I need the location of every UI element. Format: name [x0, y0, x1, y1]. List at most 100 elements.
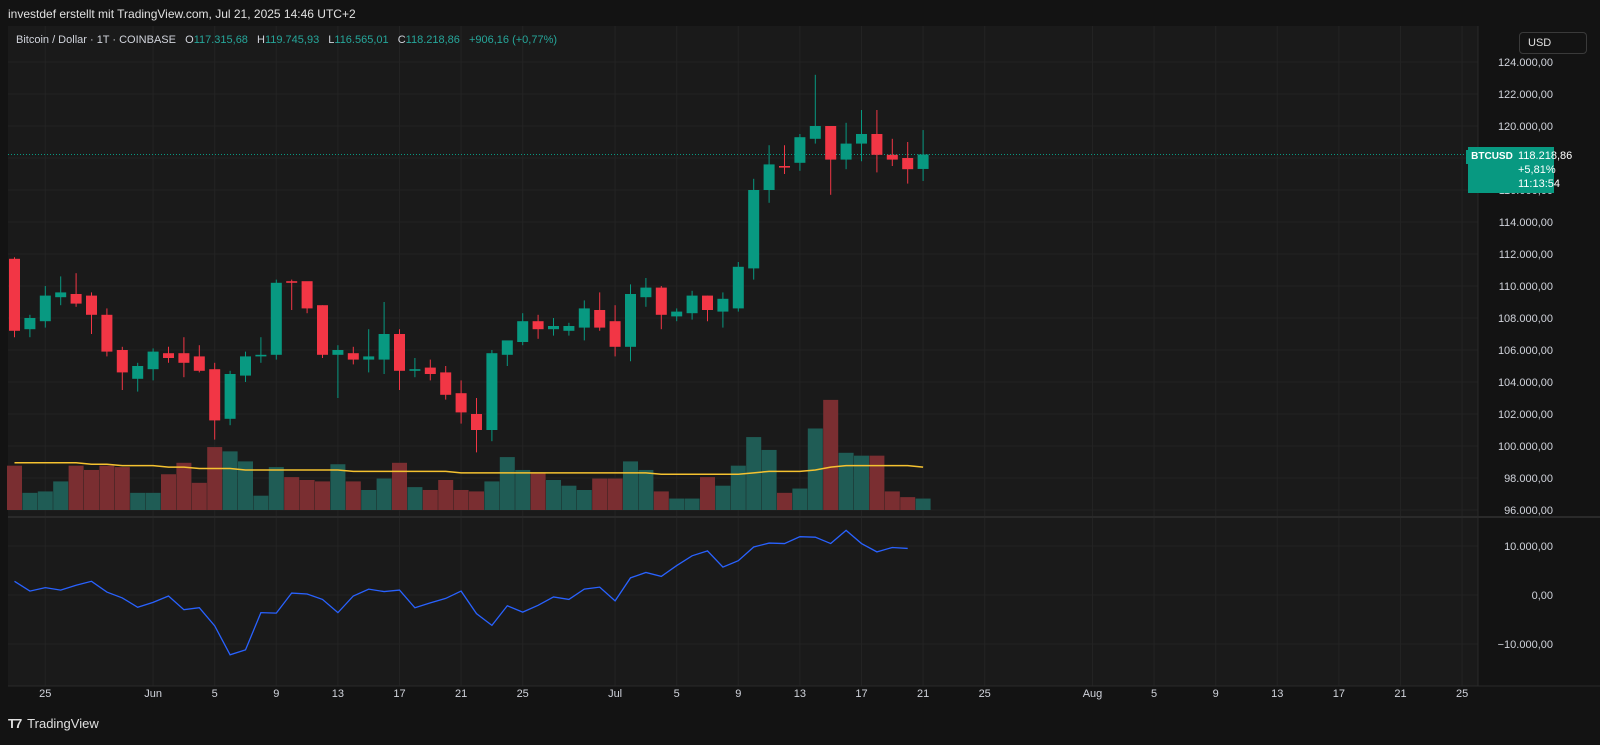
- candle-body: [609, 321, 621, 347]
- volume-bar: [438, 479, 454, 510]
- time-tick-label: 25: [39, 688, 51, 700]
- time-tick-label: 9: [273, 688, 279, 700]
- candle-body: [640, 287, 652, 298]
- candle-body: [655, 287, 667, 315]
- volume-bar: [376, 478, 392, 510]
- candle-body: [255, 354, 267, 357]
- volume-bar: [299, 479, 315, 510]
- time-tick-label: 5: [212, 688, 218, 700]
- volume-bar: [315, 481, 330, 510]
- time-tick-label: Jul: [608, 688, 622, 700]
- volume-bar: [777, 492, 792, 510]
- candle-body: [917, 154, 929, 169]
- candle-body: [732, 266, 744, 309]
- candle-body: [548, 326, 559, 330]
- brand-name: TradingView: [27, 716, 99, 731]
- time-tick-label: 13: [1271, 688, 1283, 700]
- time-tick-label: 17: [1333, 688, 1345, 700]
- volume-bar: [530, 472, 546, 510]
- time-tick-label: 21: [917, 688, 929, 700]
- candle-body: [856, 134, 867, 144]
- candle-body: [24, 318, 36, 330]
- symbol-label[interactable]: Bitcoin / Dollar · 1T · COINBASE: [16, 34, 176, 46]
- change-value: +906,16 (+0,77%): [468, 34, 558, 46]
- time-tick-label: 17: [393, 688, 405, 700]
- candle-body: [748, 190, 760, 269]
- volume-bar: [330, 464, 346, 510]
- candle-body: [825, 126, 837, 160]
- volume-bar: [68, 465, 84, 510]
- volume-bar: [715, 485, 731, 510]
- volume-bar: [915, 498, 931, 510]
- volume-bar: [453, 489, 469, 510]
- last-price: 118.218,86: [1518, 150, 1573, 162]
- time-tick-label: 5: [1151, 688, 1157, 700]
- footer-brand[interactable]: T7 TradingView: [8, 716, 99, 731]
- candle-body: [209, 369, 221, 421]
- volume-bar: [823, 399, 839, 510]
- time-tick-label: Aug: [1083, 688, 1103, 700]
- candle-body: [394, 334, 405, 371]
- price-change-percent: +5,81%: [1518, 164, 1556, 176]
- price-tick-label: 124.000,00: [1498, 57, 1553, 69]
- candle-body: [224, 374, 236, 419]
- price-tick-label: 106.000,00: [1498, 345, 1553, 357]
- candle-body: [301, 281, 313, 309]
- candle-body: [702, 295, 713, 310]
- candle-body: [809, 126, 821, 139]
- candle-body: [70, 294, 82, 304]
- price-tick-label: 96.000,00: [1504, 505, 1553, 517]
- volume-bar: [854, 455, 869, 510]
- candle-body: [517, 321, 529, 342]
- price-tick-label: 102.000,00: [1498, 409, 1553, 421]
- volume-bar: [884, 491, 900, 510]
- volume-bar: [238, 461, 253, 510]
- ticker-badge: BTCUSD: [1466, 150, 1518, 164]
- candle-body: [116, 350, 128, 373]
- volume-bar: [222, 451, 238, 510]
- price-tick-label: 122.000,00: [1498, 89, 1553, 101]
- price-tick-label: 110.000,00: [1499, 281, 1553, 293]
- close-value: 118.218,86: [405, 34, 460, 46]
- candle-body: [455, 393, 467, 413]
- time-tick-label: 5: [674, 688, 680, 700]
- candle-body: [471, 414, 482, 430]
- volume-bar: [684, 498, 700, 510]
- osc-tick-label: 10.000,00: [1504, 541, 1553, 553]
- top-attribution-bar: investdef erstellt mit TradingView.com, …: [0, 0, 1600, 26]
- time-tick-label: 25: [517, 688, 529, 700]
- volume-bar: [730, 465, 746, 510]
- volume-bar: [869, 455, 885, 510]
- close-label: C: [397, 34, 406, 46]
- candle-body: [378, 334, 390, 360]
- tradingview-logo-icon: T7: [8, 716, 22, 731]
- candle-body: [563, 326, 575, 331]
- candle-body: [717, 298, 729, 312]
- candle-body: [101, 314, 113, 352]
- volume-bar: [268, 467, 284, 510]
- currency-button[interactable]: USD: [1519, 32, 1587, 54]
- time-tick-label: 13: [794, 688, 806, 700]
- candle-body: [347, 353, 359, 360]
- volume-bar: [191, 482, 207, 510]
- candle-body: [163, 353, 174, 358]
- candle-body: [363, 356, 375, 360]
- time-tick-label: Jun: [144, 688, 162, 700]
- volume-bar: [484, 481, 500, 510]
- volume-bar: [130, 492, 146, 510]
- ohlc-legend: Bitcoin / Dollar · 1T · COINBASE O117.31…: [16, 34, 563, 46]
- volume-bar: [407, 487, 423, 510]
- candle-body: [193, 356, 205, 371]
- volume-bar: [345, 481, 361, 510]
- price-tick-label: 120.000,00: [1498, 121, 1553, 133]
- candle-body: [147, 351, 159, 370]
- open-value: 117.315,68: [193, 34, 248, 46]
- bar-countdown: 11:13:54: [1518, 178, 1561, 190]
- volume-bar: [361, 489, 377, 510]
- price-tick-label: 108.000,00: [1498, 313, 1553, 325]
- volume-bar: [161, 474, 176, 510]
- volume-bar: [392, 462, 407, 510]
- candle-body: [409, 369, 421, 371]
